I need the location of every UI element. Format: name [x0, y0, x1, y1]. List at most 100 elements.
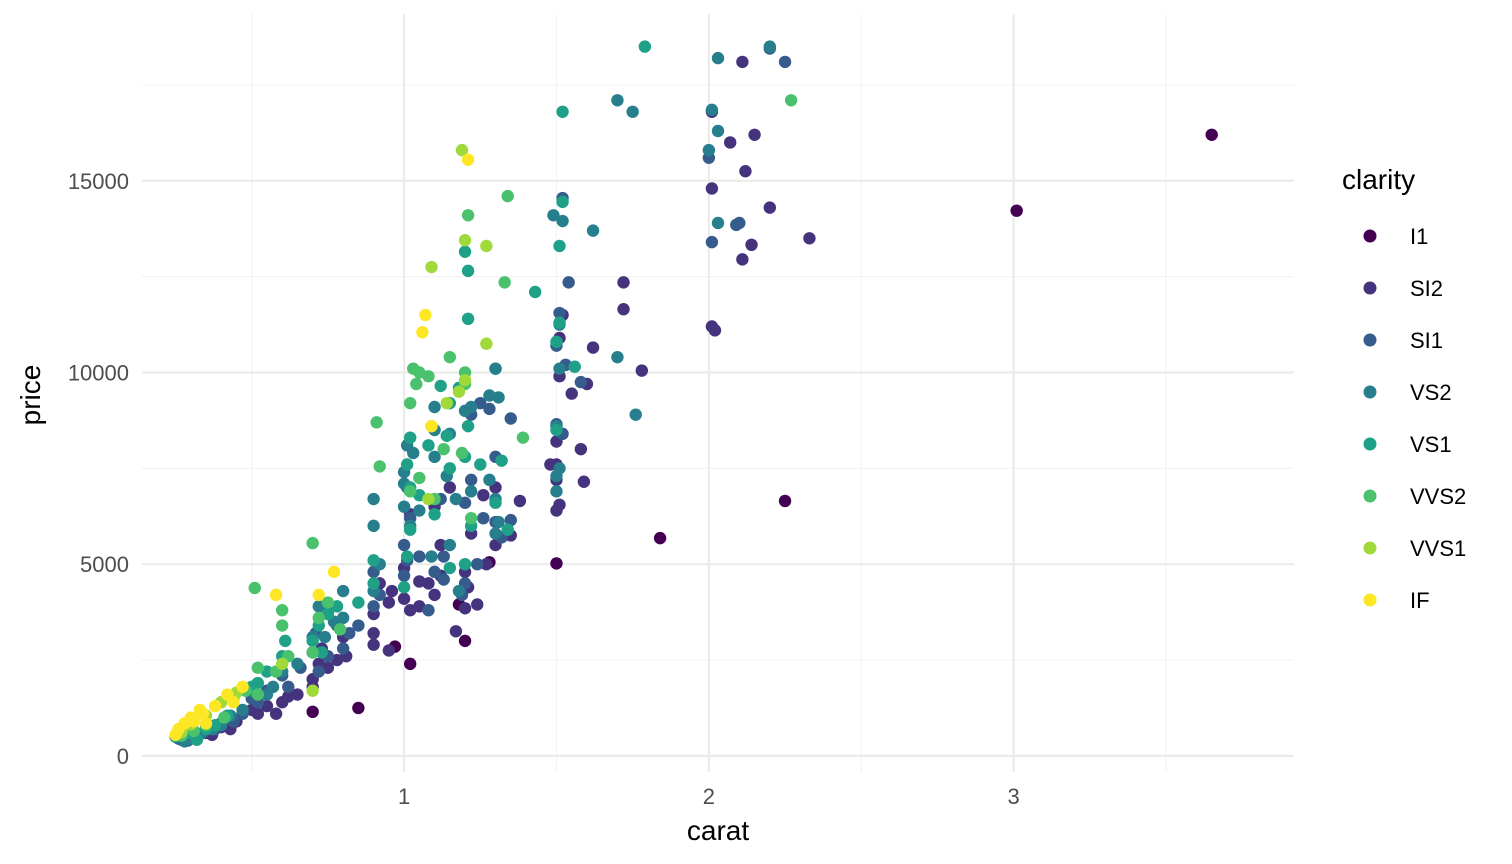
data-point-si2 [434, 538, 447, 552]
data-point-vs2 [291, 657, 304, 671]
data-point-vs2 [711, 216, 725, 230]
data-point-if [227, 696, 240, 709]
data-point-vs1 [474, 458, 487, 471]
data-point-vs2 [367, 492, 380, 506]
data-point-vs2 [556, 214, 569, 228]
legend-key-vvs2 [1363, 489, 1377, 503]
data-point-vs2 [397, 500, 411, 513]
data-point-si1 [471, 557, 484, 571]
data-point-vs2 [318, 630, 332, 644]
data-point-vs1 [461, 312, 475, 326]
data-point-vvs1 [452, 385, 466, 398]
data-point-vs2 [489, 527, 502, 540]
data-point-si2 [269, 707, 283, 720]
data-point-vs2 [449, 492, 463, 506]
data-point-vs1 [306, 634, 319, 648]
data-point-vvs1 [458, 234, 472, 247]
data-point-vvs2 [333, 623, 347, 636]
data-point-si2 [705, 182, 719, 195]
data-point-vs1 [528, 285, 542, 299]
data-point-vs2 [336, 584, 350, 598]
legend-label-vvs2: VVS2 [1410, 484, 1466, 509]
data-point-si1 [437, 573, 450, 586]
data-point-vs1 [400, 550, 414, 563]
data-point-si1 [705, 235, 719, 249]
data-point-vs1 [352, 596, 365, 609]
data-point-vvs1 [458, 373, 472, 387]
data-point-vs2 [550, 469, 563, 483]
data-point-vs2 [611, 350, 624, 364]
data-point-if [236, 680, 249, 694]
legend-label-vs1: VS1 [1410, 432, 1452, 457]
data-point-vs1 [458, 245, 472, 258]
data-point-i1 [458, 634, 472, 648]
data-point-si1 [422, 604, 435, 617]
data-point-si1 [437, 550, 450, 563]
data-point-vs2 [443, 538, 457, 552]
data-point-si1 [477, 511, 490, 525]
x-tick-label: 3 [1007, 784, 1019, 809]
data-point-vvs2 [455, 446, 469, 460]
data-point-vvs2 [443, 350, 457, 364]
data-point-si1 [730, 218, 743, 232]
data-point-vs1 [495, 454, 508, 467]
data-point-si2 [422, 577, 435, 590]
data-point-si2 [739, 164, 752, 178]
data-point-si1 [367, 600, 380, 613]
data-point-vvs2 [422, 370, 435, 383]
data-point-if [193, 703, 207, 717]
data-point-vs2 [492, 515, 505, 529]
data-point-vs2 [489, 362, 502, 375]
legend-label-si2: SI2 [1410, 276, 1443, 301]
data-point-vs2 [586, 224, 600, 237]
data-point-vs2 [702, 143, 716, 157]
data-point-vs1 [550, 335, 563, 349]
data-point-vs2 [626, 105, 639, 118]
legend-label-vs2: VS2 [1410, 380, 1452, 405]
data-point-vs2 [236, 703, 249, 717]
data-point-si1 [282, 680, 295, 694]
legend-key-si2 [1363, 281, 1377, 295]
data-point-vs2 [464, 485, 478, 498]
legend-label-si1: SI1 [1410, 328, 1443, 353]
data-point-vvs2 [498, 276, 511, 289]
data-point-si2 [382, 644, 396, 657]
data-point-vs2 [711, 51, 725, 65]
y-axis-title: price [15, 365, 46, 426]
data-point-si2 [513, 494, 527, 508]
data-point-si2 [748, 128, 761, 141]
data-point-si2 [723, 136, 737, 149]
data-point-si2 [443, 481, 457, 494]
data-point-vvs2 [501, 189, 514, 203]
legend-key-i1 [1363, 229, 1377, 243]
data-point-vvs2 [370, 416, 383, 429]
data-point-si1 [778, 55, 792, 69]
data-point-if [419, 308, 432, 322]
data-point-vvs1 [440, 396, 453, 410]
data-point-vs1 [553, 239, 566, 253]
data-point-vvs2 [437, 442, 450, 456]
legend-key-si1 [1363, 333, 1377, 347]
legend-label-vvs1: VVS1 [1410, 536, 1466, 561]
data-point-if [416, 326, 429, 339]
data-point-if [269, 588, 283, 602]
data-point-vs1 [367, 554, 380, 567]
data-point-si1 [397, 538, 411, 552]
y-tick-label: 5000 [80, 552, 129, 577]
data-point-vs2 [428, 450, 441, 464]
data-point-if [327, 565, 341, 579]
data-point-if [187, 715, 201, 728]
data-point-si2 [565, 387, 578, 400]
data-point-if [169, 728, 182, 742]
data-point-vs1 [440, 429, 453, 442]
data-point-si2 [586, 341, 600, 354]
data-point-vvs2 [516, 431, 530, 444]
data-point-si2 [617, 303, 630, 316]
data-point-vvs2 [407, 362, 420, 375]
data-point-vvs2 [373, 460, 386, 473]
data-point-vvs1 [422, 492, 435, 506]
data-point-si2 [480, 557, 493, 571]
data-point-si1 [562, 276, 575, 289]
data-point-if [461, 153, 475, 166]
